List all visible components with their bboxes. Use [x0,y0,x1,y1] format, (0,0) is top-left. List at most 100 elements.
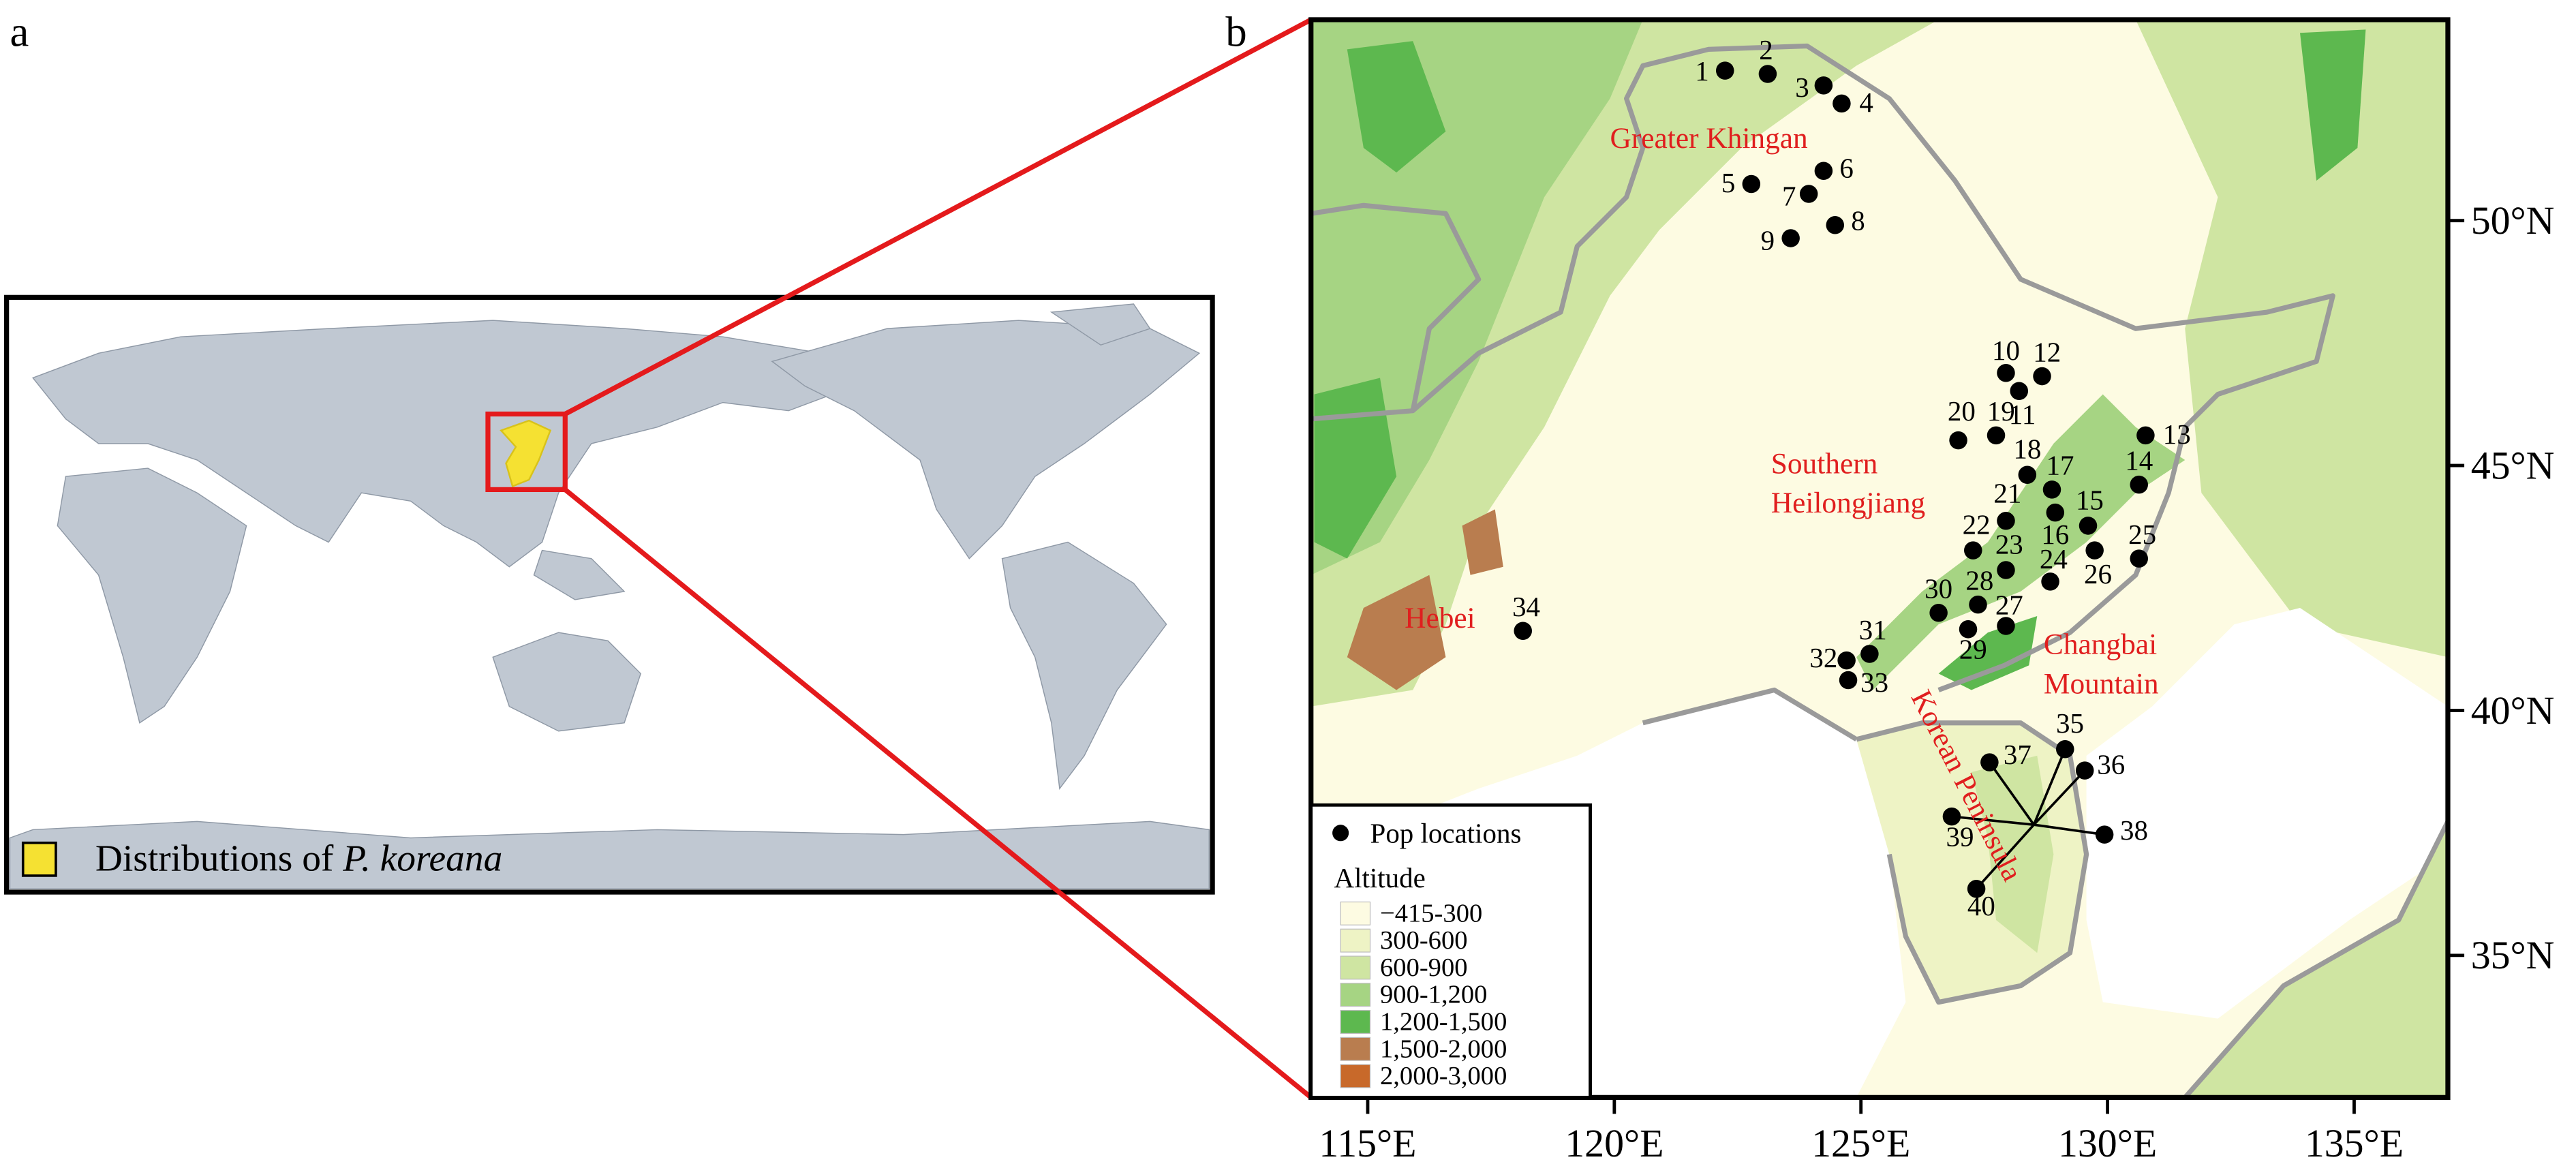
pop-point [1959,620,1978,639]
pop-point [1967,879,1986,898]
legend-label: 1,200-1,500 [1380,1008,1507,1037]
pop-label: 40 [1967,890,1995,921]
coastline [1642,687,1858,741]
pop-label: 17 [2046,450,2074,481]
terrain [1310,19,2448,1098]
pop-point [1997,363,2015,382]
pop-point [1964,541,1982,560]
pop-label: 10 [1992,335,2020,366]
zoom-line [564,487,1313,1100]
pop-point [1758,65,1777,83]
pop-label: 28 [1965,564,1993,596]
pop-point [1987,426,2006,445]
pop-label: 5 [1721,167,1735,198]
pop-point [1929,603,1948,622]
pop-label: 9 [1761,224,1775,256]
pop-label: 37 [2004,739,2031,770]
pop-label: 8 [1851,205,1865,236]
terrain-1200 [1314,378,1397,559]
y-tick-label: 35°N [2471,933,2555,977]
zoom-box [485,411,568,493]
pop-label: 15 [2076,484,2104,515]
pop-point [1997,561,2015,579]
pop-label: 12 [2033,336,2061,367]
pop-label: 34 [1512,591,1540,622]
pop-label: 19 [1987,395,2015,427]
pop-point [1837,651,1856,670]
pop-label: 39 [1946,821,1974,853]
legend-label: −415-300 [1380,899,1482,928]
border [1310,202,1482,412]
x-tick-label: 115°E [1319,1121,1416,1164]
legend-label: 900-1,200 [1380,981,1487,1009]
x-tick-label: 125°E [1811,1121,1910,1164]
legend-label: Distributions of P. koreana [95,838,502,879]
legend-swatch [1340,1009,1371,1034]
legend-species: P. koreana [342,838,502,879]
pop-label: 24 [2040,543,2068,575]
pop-point [1997,511,2015,530]
terrain-600 [2135,19,2448,658]
pop-point [2018,465,2037,484]
zoom-line [564,17,1313,416]
pop-label: 20 [1948,395,1976,427]
pop-label: 7 [1782,180,1796,211]
legend-text: Distributions of [95,838,343,879]
y-tick-label: 50°N [2471,198,2555,243]
pop-point [1814,162,1833,180]
pop-label: 36 [2097,748,2125,780]
terrain-600 [1971,755,2054,953]
pop-label: 23 [1995,528,2023,560]
region-label: Changbai [2044,628,2157,660]
pop-point [1997,617,2015,635]
legend-swatch [1340,1037,1371,1061]
x-tick-label: 130°E [2058,1121,2157,1164]
pop-point [2046,503,2065,522]
region-label: Mountain [2044,667,2159,700]
pop-point [2085,541,2104,560]
terrain-1200 [2300,29,2366,181]
pop-point [1799,185,1818,203]
pop-point [2041,572,2059,591]
pop-label: 3 [1795,72,1809,103]
panel-frame [1308,17,2451,1100]
legend-swatch [21,841,57,877]
pop-label: 13 [2163,418,2191,450]
region-label: Southern [1771,447,1878,480]
species-distribution [500,419,552,488]
pop-label: 30 [1925,573,1952,604]
terrain-1200 [1938,616,2038,690]
pop-label: 11 [2009,399,2036,430]
region-label: Greater Khingan [1610,122,1808,155]
region-label: Hebei [1405,602,1475,634]
pop-point [2042,480,2061,499]
pop-point [1833,94,1851,113]
y-tick-label: 40°N [2471,688,2555,733]
africa [57,468,247,724]
legend-points-label: Pop locations [1370,818,1522,849]
pop-point [2075,761,2094,780]
legend-swatch [1340,1064,1371,1088]
japan-land [2185,821,2448,1098]
greenland [1049,303,1151,346]
australia [492,632,642,732]
legend-swatch [1340,901,1371,925]
pop-point [1781,229,1800,247]
leader-line [2033,769,2086,826]
pop-point [1949,431,1967,450]
y-tick-label: 45°N [2471,443,2555,487]
pop-point [2130,549,2149,568]
eurasia [32,320,855,568]
pop-point [2095,825,2114,844]
pop-point [1814,76,1833,95]
coastline [2183,820,2448,1098]
pop-label: 1 [1695,55,1708,87]
pop-point [2056,740,2074,759]
legend-swatch [1340,955,1371,980]
legend-label: 1,500-2,000 [1380,1035,1507,1063]
pop-label: 31 [1859,614,1887,645]
legend-swatch [1340,928,1371,953]
pop-point [2010,382,2029,401]
legend-swatch [1340,983,1371,1007]
